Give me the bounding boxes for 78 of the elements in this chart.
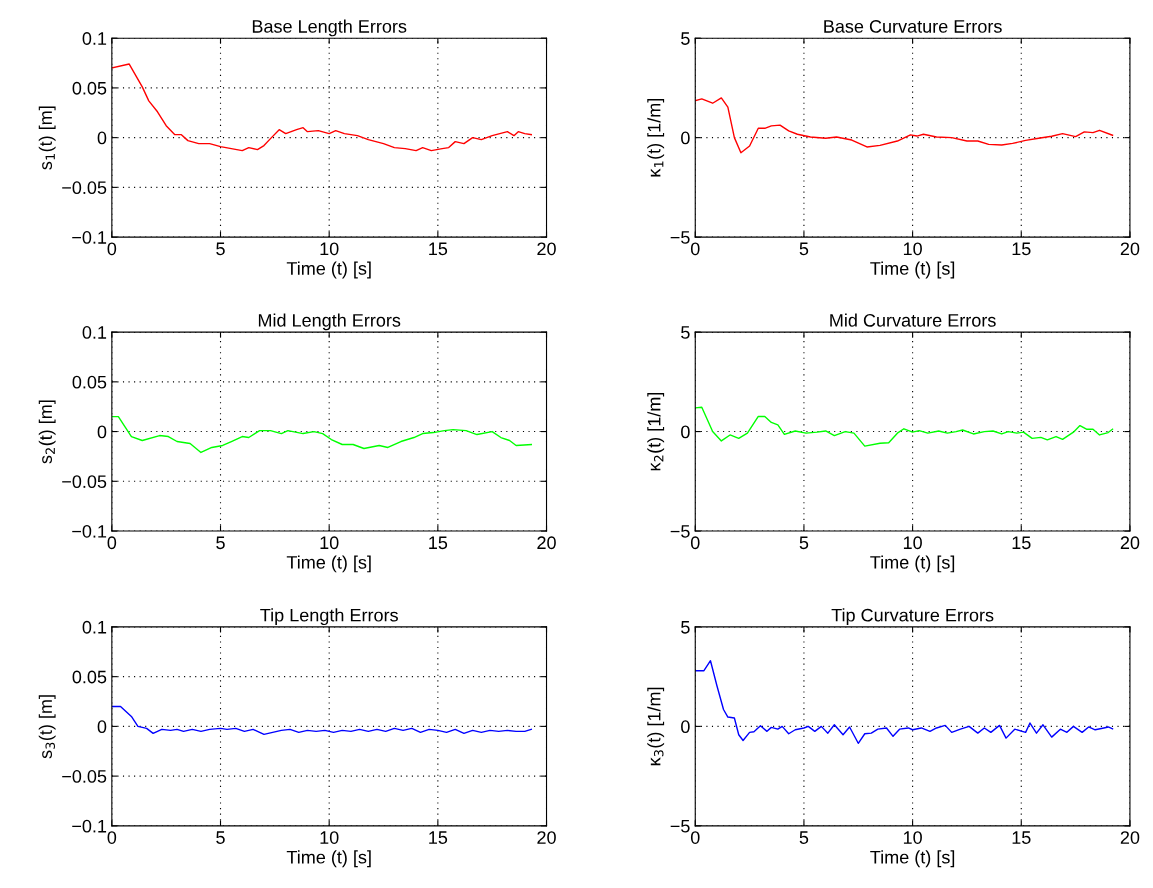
y-tick-label: 0.1	[82, 32, 107, 45]
y-axis-title: s$_{3}$(t) [m]	[38, 695, 56, 759]
y-tick-label: 0.1	[82, 326, 107, 339]
y-tick-label: 0	[681, 131, 690, 145]
y-tick-label: 0	[681, 425, 690, 439]
y-tick-label: 0	[97, 425, 107, 439]
y-tick-label: −0.05	[62, 181, 107, 195]
y-tick-label: 5	[681, 621, 690, 634]
x-tick-label: 5	[799, 536, 809, 550]
y-tick-label: 5	[681, 326, 690, 339]
y-tick-label: −0.1	[72, 524, 107, 538]
x-tick-label: 15	[1012, 536, 1031, 550]
x-axis-title: Time (t) [s]	[286, 850, 371, 868]
y-tick-label: 0	[97, 720, 107, 734]
y-tick-label: −0.05	[62, 770, 107, 783]
x-tick-label: 20	[1120, 242, 1140, 256]
x-tick-label: 10	[320, 831, 339, 844]
y-tick-label: 0	[97, 131, 107, 145]
y-tick-label: −5	[670, 525, 690, 538]
y-tick-label: 0.05	[72, 375, 107, 389]
line-series	[695, 406, 1114, 447]
x-tick-label: 0	[690, 536, 700, 550]
y-tick-label: −5	[670, 819, 690, 833]
x-tick-label: 20	[537, 242, 556, 256]
chart-title: Tip Length Errors	[260, 608, 398, 626]
x-axis-title: Time (t) [s]	[286, 261, 371, 279]
x-tick-label: 0	[690, 831, 700, 844]
y-axis-title: κ$_{2}$(t) [1/m]	[647, 392, 665, 471]
x-tick-label: 20	[1120, 536, 1140, 550]
x-tick-label: 20	[1120, 831, 1140, 844]
chart-title: Tip Curvature Errors	[831, 608, 994, 626]
chart-title: Mid Length Errors	[258, 313, 401, 331]
x-tick-label: 20	[537, 831, 556, 844]
x-tick-label: 10	[903, 242, 922, 256]
line-series	[111, 415, 533, 454]
x-tick-label: 0	[107, 831, 117, 844]
x-tick-label: 20	[537, 536, 556, 550]
y-tick-label: 0.1	[82, 620, 107, 634]
x-tick-label: 10	[903, 536, 922, 550]
x-tick-label: 10	[320, 242, 339, 256]
x-tick-label: 15	[1012, 242, 1031, 256]
line-series	[695, 660, 1114, 744]
y-tick-label: 0.05	[72, 670, 107, 684]
line-series	[111, 63, 533, 152]
x-tick-label: 10	[320, 536, 339, 550]
y-axis-title: s$_{2}$(t) [m]	[38, 400, 56, 464]
x-tick-label: 5	[216, 242, 225, 256]
y-tick-label: −0.05	[62, 475, 107, 489]
x-axis-title: Time (t) [s]	[286, 555, 371, 573]
x-axis-title: Time (t) [s]	[870, 555, 955, 573]
y-axis-title: κ$_{1}$(t) [1/m]	[647, 98, 665, 177]
y-tick-label: −0.1	[72, 819, 107, 833]
y-tick-label: 0.05	[72, 81, 107, 95]
chart-title: Mid Curvature Errors	[830, 313, 996, 327]
x-tick-label: 5	[216, 536, 225, 550]
y-tick-label: 5	[681, 32, 690, 45]
x-tick-label: 0	[690, 242, 700, 256]
chart-title: Base Curvature Errors	[824, 20, 1002, 33]
y-axis-title: s$_{1}$(t) [m]	[38, 106, 56, 170]
x-tick-label: 15	[1012, 831, 1031, 844]
x-tick-label: 10	[903, 831, 922, 844]
x-tick-label: 0	[107, 536, 117, 550]
x-axis-title: Time (t) [s]	[870, 261, 955, 279]
x-tick-label: 15	[429, 536, 448, 550]
x-tick-label: 5	[799, 242, 809, 256]
y-axis-title: κ$_{3}$(t) [1/m]	[647, 687, 665, 766]
y-tick-label: −0.1	[72, 231, 107, 244]
line-series	[111, 705, 533, 736]
x-axis-title: Time (t) [s]	[870, 850, 955, 868]
chart-title: Base Length Errors	[252, 19, 407, 37]
y-tick-label: −5	[670, 231, 690, 244]
y-tick-label: 0	[681, 720, 690, 734]
x-tick-label: 0	[107, 242, 117, 256]
x-tick-label: 15	[429, 831, 448, 844]
x-tick-label: 5	[216, 831, 225, 844]
x-tick-label: 5	[799, 831, 809, 844]
line-series	[695, 97, 1114, 154]
x-tick-label: 15	[429, 242, 448, 256]
